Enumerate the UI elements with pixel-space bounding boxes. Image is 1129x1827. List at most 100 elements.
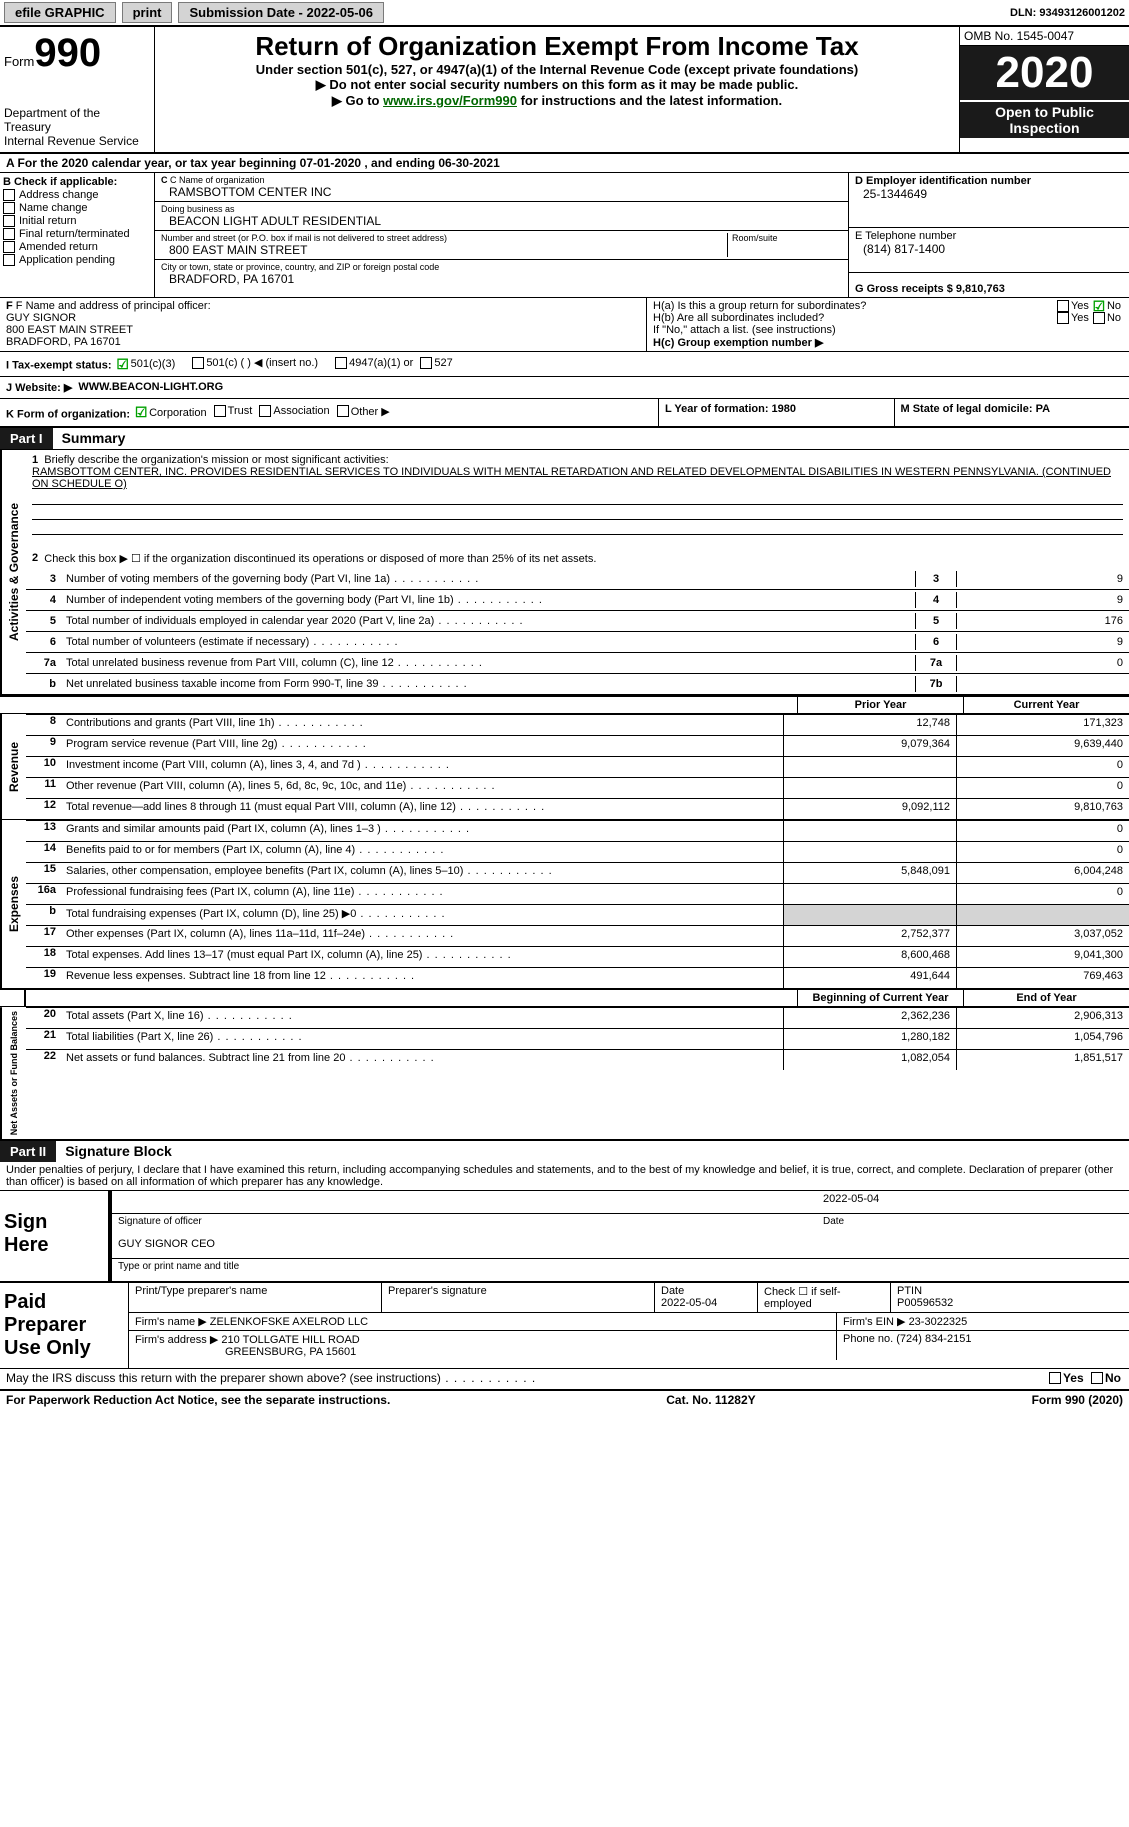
phone-value: (814) 817-1400 — [855, 242, 1123, 256]
line-7b: b Net unrelated business taxable income … — [26, 673, 1129, 694]
firm-addr2: GREENSBURG, PA 15601 — [135, 1346, 356, 1358]
dept-text: Department of the TreasuryInternal Reven… — [4, 106, 150, 148]
ha-yes-cb[interactable] — [1057, 300, 1069, 312]
cb-pending[interactable] — [3, 254, 15, 266]
korg-row: K Form of organization: ☑Corporation Tru… — [0, 399, 1129, 429]
ein-value: 25-1344649 — [855, 187, 1123, 201]
section-b-header: B Check if applicable: — [3, 176, 151, 188]
form-number: 990 — [34, 31, 101, 75]
line-19: 19 Revenue less expenses. Subtract line … — [26, 967, 1129, 988]
revenue-section: Revenue 8 Contributions and grants (Part… — [0, 714, 1129, 820]
tax-status-row: I Tax-exempt status: ☑501(c)(3) 501(c) (… — [0, 352, 1129, 377]
group-box: H(a) Is this a group return for subordin… — [647, 298, 1129, 351]
cb-initial-label: Initial return — [19, 215, 76, 227]
part1-title: Summary — [56, 430, 126, 446]
cb-501c[interactable] — [192, 357, 204, 369]
website-value: WWW.BEACON-LIGHT.ORG — [78, 381, 223, 394]
part2-header: Part II — [0, 1141, 56, 1162]
header-right: OMB No. 1545-0047 2020 Open to PublicIns… — [959, 27, 1129, 152]
website-row: J Website: ▶ WWW.BEACON-LIGHT.ORG — [0, 377, 1129, 399]
discuss-yes-cb[interactable] — [1049, 1372, 1061, 1384]
state-domicile: M State of legal domicile: PA — [894, 399, 1129, 427]
cb-pending-label: Application pending — [19, 254, 115, 266]
ha-no-cb[interactable]: ☑ — [1093, 300, 1105, 312]
end-year-header: End of Year — [963, 990, 1129, 1006]
open-public: Open to PublicInspection — [960, 100, 1129, 138]
cb-501c3[interactable]: ☑ — [117, 358, 129, 370]
sign-here-label: SignHere — [0, 1191, 108, 1281]
side-governance: Activities & Governance — [0, 450, 26, 694]
tax-status-label: I Tax-exempt status: — [6, 360, 112, 372]
firm-phone: (724) 834-2151 — [896, 1333, 971, 1345]
cb-name[interactable] — [3, 202, 15, 214]
net-section: Net Assets or Fund Balances 20 Total ass… — [0, 1007, 1129, 1141]
cb-corp[interactable]: ☑ — [135, 407, 147, 419]
dba-label: Doing business as — [161, 204, 842, 214]
line-15: 15 Salaries, other compensation, employe… — [26, 862, 1129, 883]
part2-title: Signature Block — [59, 1143, 172, 1159]
org-name: RAMSBOTTOM CENTER INC — [161, 185, 842, 199]
line-18: 18 Total expenses. Add lines 13–17 (must… — [26, 946, 1129, 967]
cb-initial[interactable] — [3, 215, 15, 227]
prep-sig-label: Preparer's signature — [388, 1285, 648, 1297]
info-grid: B Check if applicable: Address change Na… — [0, 173, 1129, 297]
row-a-period: A For the 2020 calendar year, or tax yea… — [0, 154, 1129, 173]
irs-link[interactable]: www.irs.gov/Form990 — [383, 93, 517, 108]
cb-final[interactable] — [3, 228, 15, 240]
header-left: Form990 Department of the TreasuryIntern… — [0, 27, 155, 152]
current-year-header: Current Year — [963, 697, 1129, 713]
discuss-no-cb[interactable] — [1091, 1372, 1103, 1384]
side-expenses: Expenses — [0, 820, 26, 988]
header-center: Return of Organization Exempt From Incom… — [155, 27, 959, 152]
sign-section: SignHere 2022-05-04 Signature of officer… — [0, 1190, 1129, 1281]
officer-group-row: F F Name and address of principal office… — [0, 297, 1129, 352]
line-b: b Total fundraising expenses (Part IX, c… — [26, 904, 1129, 925]
officer-box: F F Name and address of principal office… — [0, 298, 647, 351]
ha-label: H(a) Is this a group return for subordin… — [653, 300, 1055, 312]
line-14: 14 Benefits paid to or for members (Part… — [26, 841, 1129, 862]
firm-ein: 23-3022325 — [909, 1316, 968, 1328]
cb-final-label: Final return/terminated — [19, 228, 130, 240]
cat-no: Cat. No. 11282Y — [666, 1393, 755, 1407]
sign-date: 2022-05-04 — [823, 1193, 1123, 1211]
submission-date-button[interactable]: Submission Date - 2022-05-06 — [178, 2, 384, 23]
mission-text: RAMSBOTTOM CENTER, INC. PROVIDES RESIDEN… — [32, 466, 1111, 490]
footer-bottom: For Paperwork Reduction Act Notice, see … — [0, 1389, 1129, 1409]
hb-label: H(b) Are all subordinates included? — [653, 312, 1055, 324]
officer-name: GUY SIGNOR — [6, 312, 640, 324]
prep-name-label: Print/Type preparer's name — [135, 1285, 375, 1297]
irs-discuss-text: May the IRS discuss this return with the… — [6, 1371, 536, 1387]
line-7a: 7a Total unrelated business revenue from… — [26, 652, 1129, 673]
cb-address[interactable] — [3, 189, 15, 201]
ptin-label: PTIN — [897, 1285, 1123, 1297]
print-button[interactable]: print — [122, 2, 173, 23]
dba-value: BEACON LIGHT ADULT RESIDENTIAL — [161, 214, 842, 228]
goto-text: ▶ Go to www.irs.gov/Form990 for instruct… — [159, 93, 955, 109]
mission-label: Briefly describe the organization's miss… — [44, 454, 388, 466]
officer-name-label: Type or print name and title — [112, 1259, 1129, 1281]
hc-label: H(c) Group exemption number ▶ — [653, 337, 823, 349]
part1-header: Part I — [0, 428, 53, 449]
ptin-value: P00596532 — [897, 1297, 1123, 1309]
cb-trust[interactable] — [214, 405, 226, 417]
hb-yes-cb[interactable] — [1057, 312, 1069, 324]
line-20: 20 Total assets (Part X, line 16) 2,362,… — [26, 1007, 1129, 1028]
cb-amended-label: Amended return — [19, 241, 98, 253]
firm-addr-label: Firm's address ▶ — [135, 1334, 218, 1346]
hb-no-cb[interactable] — [1093, 312, 1105, 324]
street-value: 800 EAST MAIN STREET — [161, 243, 723, 257]
cb-assoc[interactable] — [259, 405, 271, 417]
net-header: Beginning of Current Year End of Year — [0, 989, 1129, 1007]
cb-other[interactable] — [337, 405, 349, 417]
firm-name-label: Firm's name ▶ — [135, 1316, 207, 1328]
cb-527[interactable] — [420, 357, 432, 369]
officer-label: F Name and address of principal officer: — [16, 300, 211, 312]
gross-receipts: G Gross receipts $ 9,810,763 — [855, 283, 1005, 295]
efile-button[interactable]: efile GRAPHIC — [4, 2, 116, 23]
prior-current-header: x Prior Year Current Year — [0, 695, 1129, 714]
cb-4947[interactable] — [335, 357, 347, 369]
cb-amended[interactable] — [3, 241, 15, 253]
line-11: 11 Other revenue (Part VIII, column (A),… — [26, 777, 1129, 798]
officer-city: BRADFORD, PA 16701 — [6, 336, 640, 348]
begin-year-header: Beginning of Current Year — [797, 990, 963, 1006]
